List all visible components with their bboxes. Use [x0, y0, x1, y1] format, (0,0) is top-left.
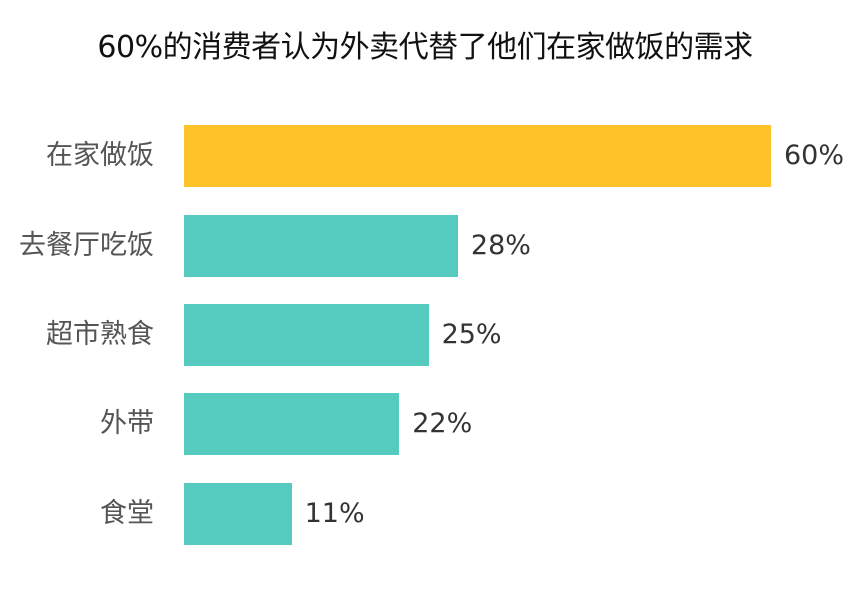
bar-row: 外带 22%: [0, 393, 850, 455]
bar: [184, 483, 292, 545]
chart-title: 60%的消费者认为外卖代替了他们在家做饭的需求: [97, 30, 753, 65]
value-label: 60%: [784, 140, 845, 171]
bar: [184, 304, 429, 366]
value-label: 28%: [470, 230, 531, 261]
bar-row: 在家做饭 60%: [0, 125, 850, 187]
category-label: 食堂: [100, 498, 154, 529]
value-label: 22%: [412, 408, 473, 439]
value-label: 11%: [304, 498, 365, 529]
category-label: 外带: [100, 408, 154, 439]
category-label: 在家做饭: [46, 140, 154, 171]
bar: [184, 215, 458, 277]
category-label: 去餐厅吃饭: [19, 230, 154, 261]
bar: [184, 393, 400, 455]
value-label: 25%: [441, 319, 502, 350]
bar-row: 超市熟食 25%: [0, 304, 850, 366]
bar-row: 食堂 11%: [0, 483, 850, 545]
bar-row: 去餐厅吃饭 28%: [0, 215, 850, 277]
category-label: 超市熟食: [46, 319, 154, 350]
bar: [184, 125, 771, 187]
